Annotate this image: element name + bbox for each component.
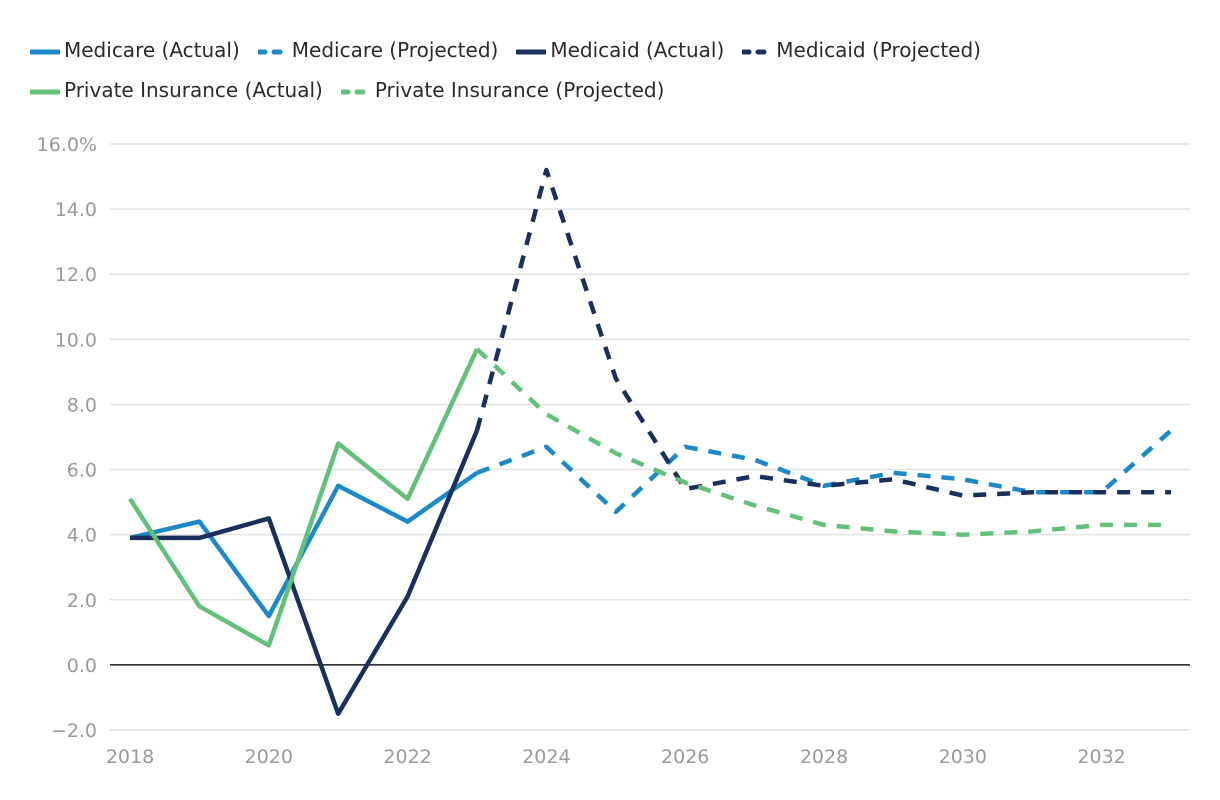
y-tick-label: 16.0% xyxy=(37,134,97,156)
legend-item-medicaid-projected: Medicaid (Projected) xyxy=(740,30,981,70)
legend-item-private-insurance-actual: Private Insurance (Actual) xyxy=(28,70,323,110)
legend-swatch xyxy=(28,89,62,94)
legend-swatch xyxy=(514,49,548,54)
y-tick-label: 12.0 xyxy=(55,264,97,286)
x-tick-label: 2018 xyxy=(106,746,154,768)
y-tick-label: 2.0 xyxy=(67,590,97,612)
x-tick-label: 2026 xyxy=(661,746,709,768)
series-line-private-insurance-actual xyxy=(128,348,480,648)
x-axis-tick-labels: 2018 2020 2022 2024 2026 2028 2030 2032 xyxy=(106,746,1126,768)
legend-swatch xyxy=(28,49,62,54)
series-line-medicaid-projected xyxy=(474,167,1171,498)
series-lines xyxy=(128,167,1173,716)
x-tick-label: 2020 xyxy=(245,746,293,768)
x-tick-label: 2030 xyxy=(939,746,987,768)
legend-item-medicaid-actual: Medicaid (Actual) xyxy=(514,30,725,70)
legend-item-medicare-actual: Medicare (Actual) xyxy=(28,30,240,70)
y-tick-label: 10.0 xyxy=(55,329,97,351)
legend: Medicare (Actual) Medicare (Projected) Med… xyxy=(28,30,1200,110)
legend-label: Private Insurance (Projected) xyxy=(374,78,665,102)
x-tick-label: 2024 xyxy=(522,746,570,768)
series-line-medicare-projected xyxy=(476,428,1173,515)
series-line-medicaid-actual xyxy=(130,429,480,716)
legend-item-private-insurance-projected: Private Insurance (Projected) xyxy=(339,70,665,110)
legend-label: Private Insurance (Actual) xyxy=(64,78,323,102)
legend-label: Medicare (Projected) xyxy=(291,38,499,62)
legend-label: Medicaid (Actual) xyxy=(550,38,725,62)
legend-swatch xyxy=(256,49,290,54)
y-tick-label: 8.0 xyxy=(67,394,97,416)
y-tick-label: 0.0 xyxy=(67,655,97,677)
legend-swatch xyxy=(740,49,774,54)
x-tick-label: 2028 xyxy=(800,746,848,768)
grid-lines xyxy=(110,143,1190,731)
legend-item-medicare-projected: Medicare (Projected) xyxy=(256,30,499,70)
y-tick-label: −2.0 xyxy=(51,720,97,742)
series-line-private-insurance-projected xyxy=(475,347,1171,537)
x-tick-label: 2032 xyxy=(1077,746,1125,768)
y-axis-tick-labels: −2.0 0.0 2.0 4.0 6.0 8.0 10.0 12.0 14.0 16.0% xyxy=(37,134,97,742)
y-tick-label: 14.0 xyxy=(55,199,97,221)
x-tick-label: 2022 xyxy=(383,746,431,768)
y-tick-label: 4.0 xyxy=(67,525,97,547)
legend-swatch xyxy=(339,89,373,94)
legend-label: Medicare (Actual) xyxy=(64,38,240,62)
y-tick-label: 6.0 xyxy=(67,460,97,482)
legend-label: Medicaid (Projected) xyxy=(776,38,981,62)
